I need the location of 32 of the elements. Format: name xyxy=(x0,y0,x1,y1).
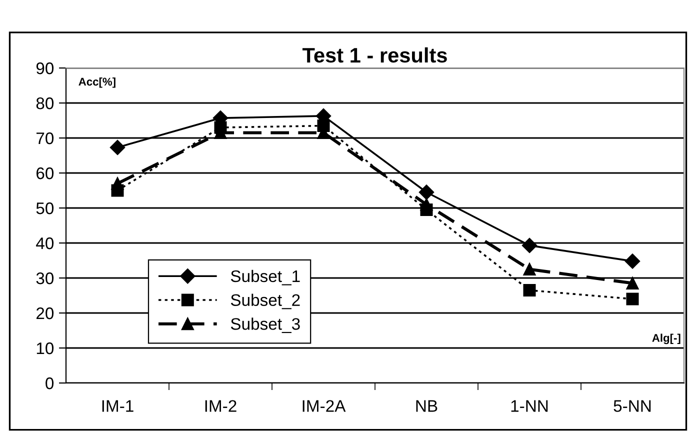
y-tick-label: 60 xyxy=(36,167,54,180)
y-tick-label: 0 xyxy=(46,377,54,390)
y-tick-label: 10 xyxy=(36,342,54,354)
y-tick-label: 80 xyxy=(36,97,54,110)
point xyxy=(523,263,536,276)
point xyxy=(111,177,124,190)
point xyxy=(626,277,639,290)
y-tick-label: 90 xyxy=(36,62,54,74)
x-tick-label: 5-NN xyxy=(614,400,651,412)
point xyxy=(523,284,536,296)
point xyxy=(626,292,639,306)
legend-label: Subset_3 xyxy=(230,318,300,334)
point xyxy=(110,140,126,156)
x-tick-label: IM-2A xyxy=(302,400,346,412)
y-tick-label: 30 xyxy=(36,272,54,284)
y-axis-title: Acc[%] xyxy=(78,77,116,88)
x-axis-title: Alg[-] xyxy=(652,334,680,344)
legend-label: Subset_2 xyxy=(230,294,300,310)
y-tick-label: 20 xyxy=(36,307,54,320)
legend-label: Subset_1 xyxy=(230,270,300,286)
chart-title: Test 1 - results xyxy=(302,47,447,63)
point xyxy=(418,184,434,200)
x-tick-label: 1-NN xyxy=(511,400,548,412)
point xyxy=(420,198,433,211)
x-tick-label: IM-2 xyxy=(205,400,236,412)
point xyxy=(624,254,640,269)
y-tick-label: 50 xyxy=(36,202,54,214)
point xyxy=(522,238,538,254)
y-tick-label: 70 xyxy=(36,132,54,144)
x-tick-label: NB xyxy=(416,400,438,412)
y-tick-label: 40 xyxy=(36,237,54,250)
x-tick-label: IM-1 xyxy=(102,400,134,412)
